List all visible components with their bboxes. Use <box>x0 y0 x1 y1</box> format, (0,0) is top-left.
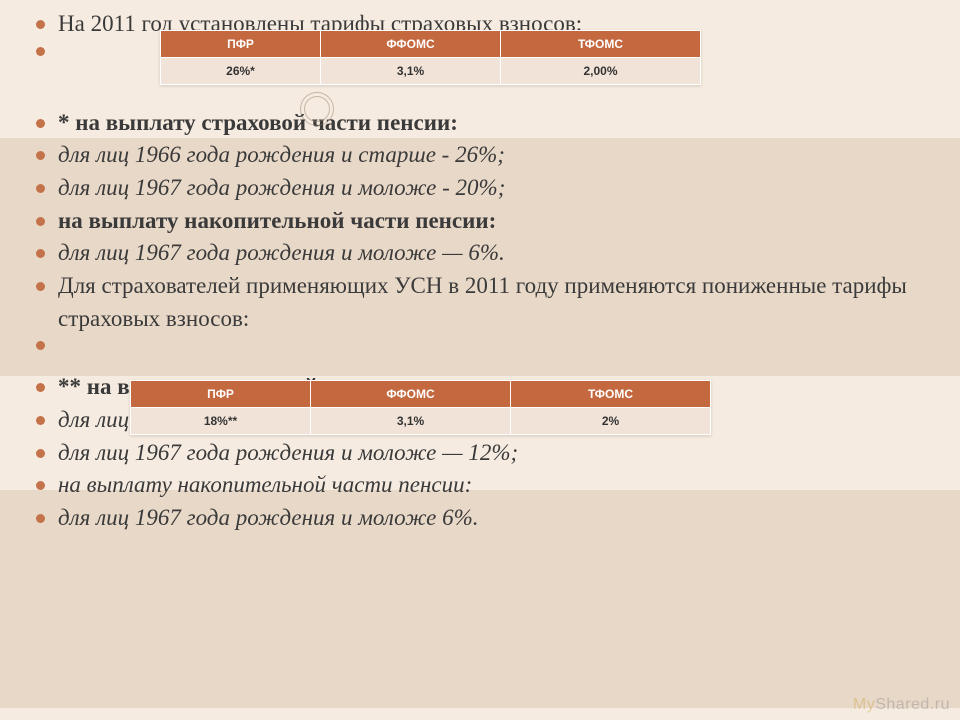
td-ffoms: 3,1% <box>321 58 501 85</box>
bullet-item: для лиц 1967 года рождения и моложе - 20… <box>30 172 930 205</box>
bullet-item: для лиц 1967 года рождения и моложе 6%. <box>30 502 930 535</box>
slide: На 2011 год установлены тарифы страховых… <box>0 0 960 720</box>
td-ffoms: 3,1% <box>311 408 511 435</box>
td-pfr: 18%** <box>131 408 311 435</box>
tariff-table-1: ПФР ФФОМС ТФОМС 26%* 3,1% 2,00% <box>160 30 701 85</box>
table-header-row: ПФР ФФОМС ТФОМС <box>131 381 711 408</box>
th-pfr: ПФР <box>131 381 311 408</box>
td-tfoms: 2% <box>511 408 711 435</box>
table-row: 26%* 3,1% 2,00% <box>161 58 701 85</box>
watermark-suffix: Shared.ru <box>875 696 950 713</box>
bullet-item: для лиц 1967 года рождения и моложе — 6%… <box>30 237 930 270</box>
th-pfr: ПФР <box>161 31 321 58</box>
td-tfoms: 2,00% <box>501 58 701 85</box>
bullet-item: для лиц 1967 года рождения и моложе — 12… <box>30 437 930 470</box>
bullet-list: На 2011 год установлены тарифы страховых… <box>30 8 930 535</box>
watermark: MyShared.ru <box>853 696 950 714</box>
content: На 2011 год установлены тарифы страховых… <box>30 8 930 535</box>
table-row: 18%** 3,1% 2% <box>131 408 711 435</box>
watermark-prefix: My <box>853 696 875 713</box>
th-ffoms: ФФОМС <box>311 381 511 408</box>
decorative-ring <box>300 92 334 126</box>
table-header-row: ПФР ФФОМС ТФОМС <box>161 31 701 58</box>
td-pfr: 26%* <box>161 58 321 85</box>
bullet-item: для лиц 1966 года рождения и старше - 26… <box>30 139 930 172</box>
bullet-item: Для страхователей применяющих УСН в 2011… <box>30 270 930 335</box>
th-tfoms: ТФОМС <box>501 31 701 58</box>
th-ffoms: ФФОМС <box>321 31 501 58</box>
bullet-item <box>30 335 930 371</box>
bullet-item: на выплату накопительной части пенсии: <box>30 205 930 238</box>
bullet-item: на выплату накопительной части пенсии: <box>30 469 930 502</box>
bullet-item: * на выплату страховой части пенсии: <box>30 107 930 140</box>
th-tfoms: ТФОМС <box>511 381 711 408</box>
tariff-table-2: ПФР ФФОМС ТФОМС 18%** 3,1% 2% <box>130 380 711 435</box>
